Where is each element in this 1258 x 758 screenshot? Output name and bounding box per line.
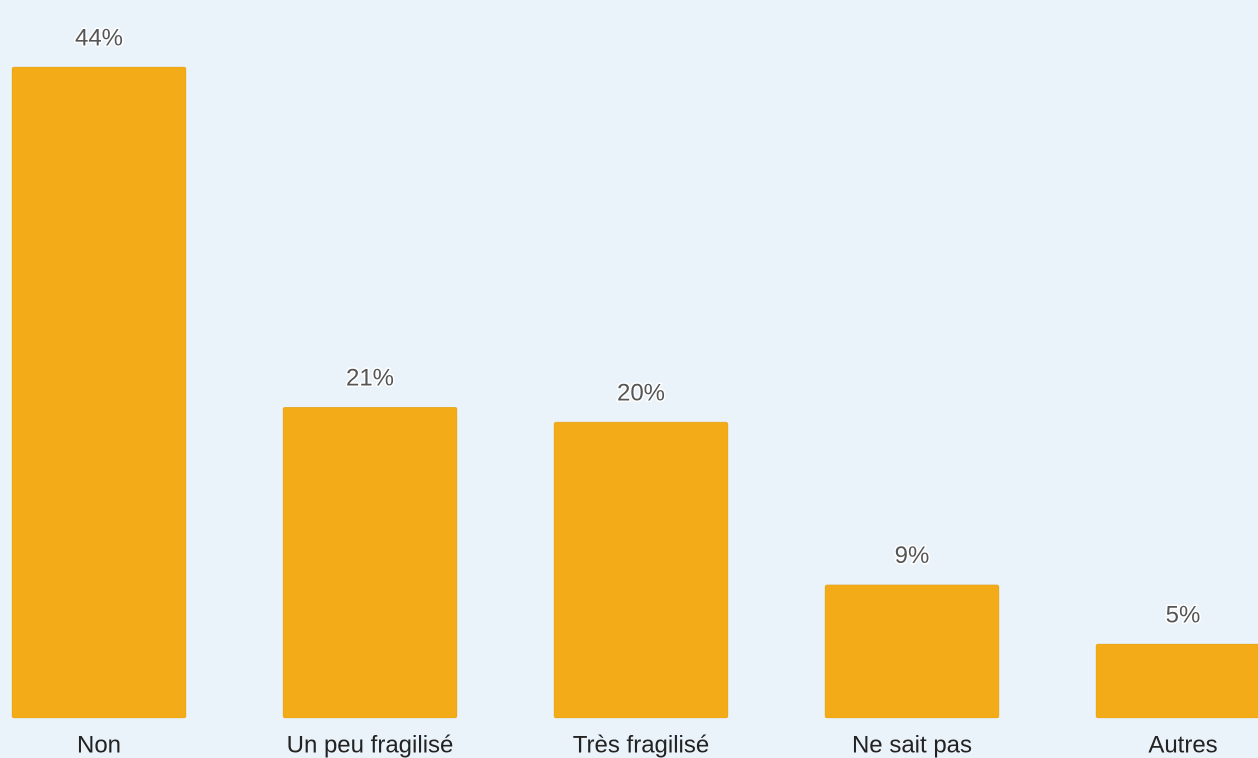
data-label-2: 20% (617, 379, 665, 406)
bar-1 (282, 406, 458, 719)
category-label-0: Non (77, 731, 121, 758)
category-label-2: Très fragilisé (573, 731, 709, 758)
category-label-4: Autres (1148, 731, 1217, 758)
category-label-1: Un peu fragilisé (287, 731, 454, 758)
bar-0 (11, 66, 187, 719)
bar-2 (553, 421, 729, 719)
data-label-3: 9% (895, 542, 930, 569)
bar-3 (824, 584, 1000, 719)
bar-4 (1095, 643, 1258, 719)
category-label-3: Ne sait pas (852, 731, 972, 758)
data-label-4: 5% (1166, 601, 1201, 628)
data-label-1: 21% (346, 365, 394, 392)
data-label-0: 44% (75, 24, 123, 51)
